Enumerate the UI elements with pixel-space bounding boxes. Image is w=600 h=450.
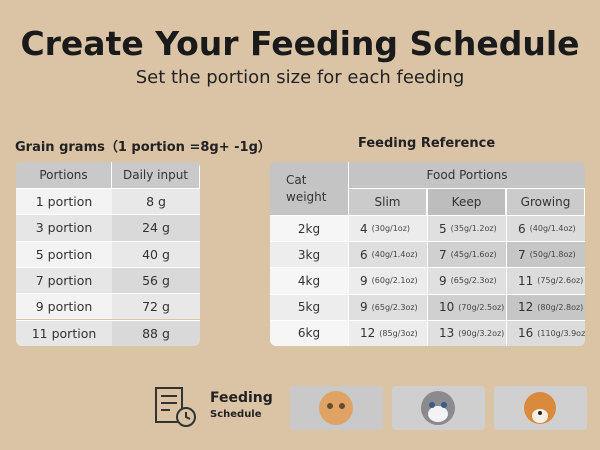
portion-count: 12: [360, 326, 376, 341]
portion-amount: (70g/2.5oz): [458, 302, 505, 312]
portion-amount: (40g/1.4oz): [371, 250, 418, 260]
portion-count: 12: [518, 300, 534, 315]
portion-count: 3 portion: [16, 214, 112, 241]
weight-header: Cat weight: [270, 162, 348, 215]
portion-count: 9 portion: [16, 293, 112, 320]
portion-amount: (40g/1.4oz): [529, 224, 576, 234]
portion-count: 11 portion: [16, 319, 112, 346]
portion-count: 9: [439, 273, 447, 288]
portion-count: 6: [360, 247, 368, 262]
portion-cell: 6 (40g/1.4oz): [348, 241, 427, 268]
portion-cell: 6 (40g/1.4oz): [506, 215, 585, 242]
portion-amount: (110g/3.9oz): [537, 328, 585, 338]
weight: 4kg: [270, 267, 348, 294]
column-header: Growing: [506, 188, 585, 215]
portion-count: 4: [360, 221, 368, 236]
title: Create Your Feeding Schedule: [20, 24, 580, 63]
portion-amount: (65g/2.3oz): [371, 302, 418, 312]
portion-amount: (85g/3oz): [379, 328, 418, 338]
portion-count: 7 portion: [16, 266, 112, 294]
daily-input: 56 g: [112, 266, 200, 294]
portion-cell: 5 (35g/1.2oz): [427, 215, 506, 242]
column-header: Daily input: [112, 162, 200, 188]
portion-count: 6: [518, 221, 526, 236]
portion-cell: 4 (30g/1oz): [348, 215, 427, 242]
portion-amount: (30g/1oz): [371, 224, 411, 234]
schedule-icon: [155, 387, 196, 427]
portion-count: 13: [439, 326, 455, 341]
portion-amount: (75g/2.6oz): [537, 276, 584, 286]
weight: 3kg: [270, 241, 348, 268]
portion-cell: 9 (65g/2.3oz): [348, 293, 427, 320]
portion-amount: (35g/1.2oz): [450, 224, 497, 234]
portion-count: 5 portion: [16, 240, 112, 267]
reference-table-title: Feeding Reference: [358, 136, 496, 151]
portion-count: 9: [360, 273, 368, 288]
daily-input: 40 g: [112, 240, 200, 267]
portion-amount: (80g/2.8oz): [537, 302, 584, 312]
portion-count: 11: [518, 273, 534, 288]
portion-count: 1 portion: [16, 188, 112, 215]
portion-count: 9: [360, 300, 368, 315]
weight: 6kg: [270, 319, 348, 346]
portion-cell: 12 (85g/3oz): [348, 319, 427, 346]
footer-label: Feeding: [210, 390, 273, 406]
portion-count: 16: [518, 326, 534, 341]
footer-sublabel: Schedule: [210, 409, 262, 420]
portion-amount: (65g/2.3oz): [450, 276, 497, 286]
portion-cell: 11 (75g/2.6oz): [506, 267, 585, 294]
portion-cell: 9 (65g/2.3oz): [427, 267, 506, 294]
daily-input: 8 g: [112, 188, 200, 215]
grain-table-title: Grain grams（1 portion =8g+ -1g）: [15, 140, 271, 155]
portion-amount: (90g/3.2oz): [458, 328, 505, 338]
portions-header: Food Portions: [348, 162, 585, 188]
pet-photos: [290, 386, 587, 430]
column-header: Portions: [16, 162, 112, 188]
subtitle: Set the portion size for each feeding: [135, 67, 465, 88]
weight: 5kg: [270, 293, 348, 320]
daily-input: 72 g: [112, 293, 200, 320]
portion-cell: 7 (45g/1.6oz): [427, 241, 506, 268]
portion-cell: 16 (110g/3.9oz): [506, 319, 585, 346]
portion-count: 10: [439, 300, 455, 315]
column-header: Keep: [427, 188, 506, 215]
portion-amount: (50g/1.8oz): [529, 250, 576, 260]
portion-count: 7: [518, 247, 526, 262]
portion-cell: 7 (50g/1.8oz): [506, 241, 585, 268]
column-header: Slim: [348, 188, 427, 215]
portion-count: 7: [439, 247, 447, 262]
portion-cell: 13 (90g/3.2oz): [427, 319, 506, 346]
daily-input: 88 g: [112, 319, 200, 346]
portion-count: 5: [439, 221, 447, 236]
reference-table: Cat weight Food Portions Slim Keep Growing 2k…: [270, 162, 585, 346]
portion-cell: 10 (70g/2.5oz): [427, 293, 506, 320]
weight: 2kg: [270, 215, 348, 242]
portion-cell: 9 (60g/2.1oz): [348, 267, 427, 294]
portion-amount: (45g/1.6oz): [450, 250, 497, 260]
portion-amount: (60g/2.1oz): [371, 276, 418, 286]
daily-input: 24 g: [112, 214, 200, 241]
portion-cell: 12 (80g/2.8oz): [506, 293, 585, 320]
